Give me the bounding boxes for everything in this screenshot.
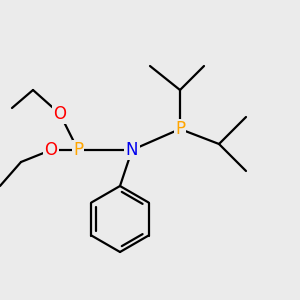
Text: N: N bbox=[126, 141, 138, 159]
Text: O: O bbox=[53, 105, 67, 123]
Text: P: P bbox=[73, 141, 83, 159]
Text: P: P bbox=[175, 120, 185, 138]
Text: O: O bbox=[44, 141, 58, 159]
